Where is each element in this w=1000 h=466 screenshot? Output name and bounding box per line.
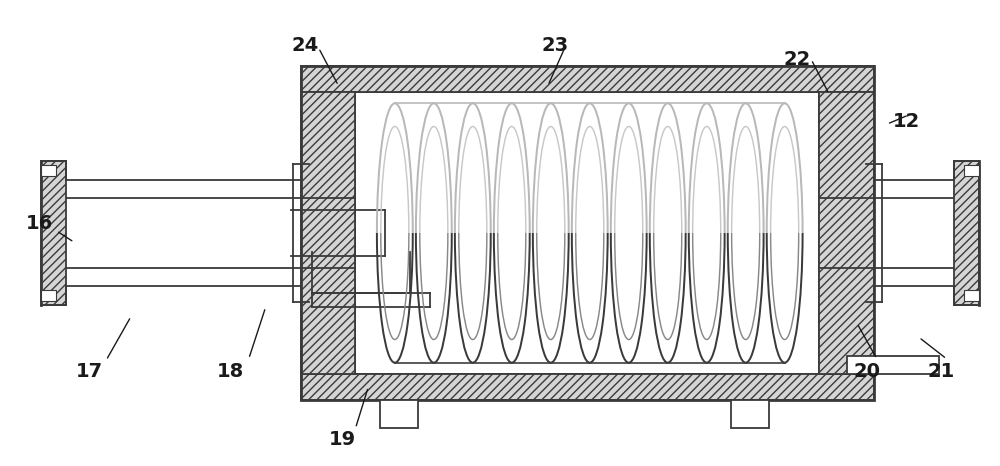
Bar — [301, 66, 874, 92]
Text: 18: 18 — [217, 363, 244, 382]
Text: 22: 22 — [784, 50, 811, 69]
Text: 19: 19 — [329, 430, 356, 449]
Text: 23: 23 — [541, 36, 568, 55]
Bar — [41, 290, 56, 301]
Text: 21: 21 — [927, 363, 954, 382]
Text: 20: 20 — [853, 363, 880, 382]
Bar — [954, 161, 979, 305]
Bar — [301, 66, 874, 400]
Bar — [301, 92, 355, 374]
Text: 12: 12 — [893, 112, 920, 131]
Bar — [41, 161, 66, 305]
Bar — [41, 165, 56, 176]
Bar — [819, 92, 874, 374]
Text: 17: 17 — [76, 363, 103, 382]
Bar — [964, 290, 979, 301]
Bar — [731, 400, 769, 427]
Text: 16: 16 — [26, 214, 53, 233]
Bar — [847, 356, 939, 374]
Bar — [301, 374, 874, 400]
Bar — [380, 400, 418, 427]
Bar — [355, 92, 819, 374]
Text: 24: 24 — [292, 36, 319, 55]
Bar — [964, 165, 979, 176]
